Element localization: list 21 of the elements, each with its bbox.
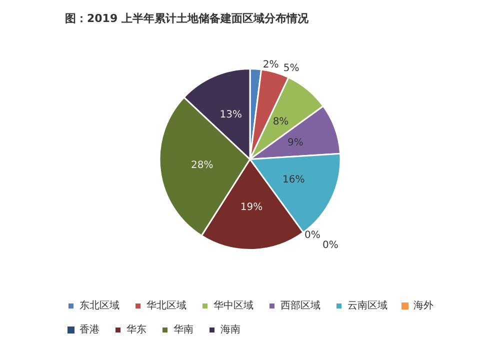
data-label: 9% xyxy=(287,137,304,148)
data-label: 28% xyxy=(191,160,214,171)
data-label: 5% xyxy=(283,63,300,74)
chart-title: 图：2019 上半年累计土地储备建面区域分布情况 xyxy=(65,12,310,25)
data-label: 2% xyxy=(262,59,279,70)
data-label: 19% xyxy=(240,202,263,214)
data-label: 8% xyxy=(272,116,289,128)
legend-label: 华南 xyxy=(174,324,194,336)
text: 0% xyxy=(304,230,320,242)
text: 0% xyxy=(322,240,338,252)
data-label: 13% xyxy=(220,110,242,120)
data-label: 16% xyxy=(282,174,305,186)
legend-label: 云南区域 xyxy=(348,300,388,312)
legend-label: 西部区域 xyxy=(280,300,320,312)
legend-label: 华东 xyxy=(126,324,146,336)
legend-label: 华中区域 xyxy=(214,300,254,312)
legend-label: 华北区域 xyxy=(146,300,186,312)
legend-label: 香港 xyxy=(80,324,100,336)
legend-label: 东北区域 xyxy=(80,300,120,312)
legend-label: 海南 xyxy=(220,324,240,336)
legend-label: 海外 xyxy=(414,300,434,312)
